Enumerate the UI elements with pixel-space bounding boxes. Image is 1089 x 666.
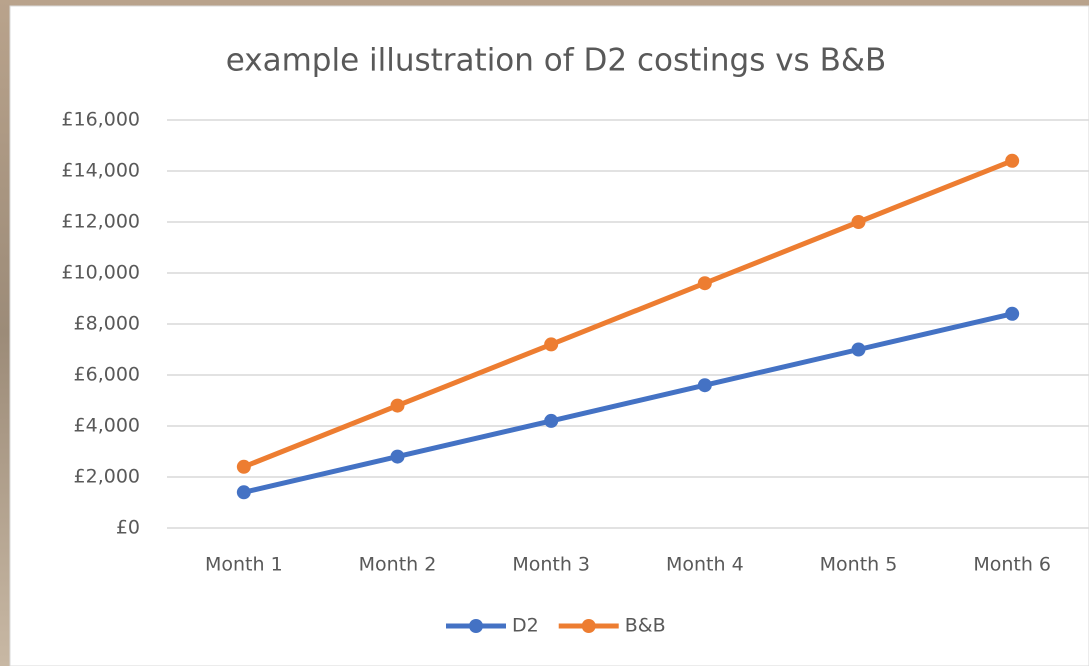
y-tick-label: £14,000 (61, 160, 140, 182)
y-tick-label: £4,000 (74, 415, 140, 437)
legend-marker (582, 619, 596, 633)
data-point (1005, 154, 1019, 168)
y-tick-label: £8,000 (74, 313, 140, 335)
page: example illustration of D2 costings vs B… (0, 0, 1089, 666)
legend-label: B&B (625, 615, 666, 637)
y-tick-label: £10,000 (61, 262, 140, 284)
legend-marker (469, 619, 483, 633)
x-tick-label: Month 2 (359, 554, 437, 576)
x-tick-label: Month 6 (973, 554, 1051, 576)
data-point (1005, 307, 1019, 321)
chart-title: example illustration of D2 costings vs B… (226, 43, 887, 79)
x-tick-label: Month 3 (512, 554, 590, 576)
data-point (698, 276, 712, 290)
data-point (852, 343, 866, 357)
y-tick-label: £6,000 (74, 364, 140, 386)
y-tick-label: £16,000 (61, 109, 140, 131)
y-tick-label: £12,000 (61, 211, 140, 233)
x-tick-label: Month 1 (205, 554, 283, 576)
data-point (237, 460, 251, 474)
data-point (391, 450, 405, 464)
x-tick-label: Month 5 (820, 554, 898, 576)
data-point (391, 399, 405, 413)
chart: example illustration of D2 costings vs B… (0, 0, 1089, 666)
legend-label: D2 (512, 615, 539, 637)
data-point (544, 337, 558, 351)
data-point (698, 378, 712, 392)
x-tick-label: Month 4 (666, 554, 744, 576)
data-point (852, 215, 866, 229)
y-tick-label: £2,000 (74, 466, 140, 488)
y-tick-label: £0 (116, 517, 140, 539)
data-point (237, 485, 251, 499)
data-point (544, 414, 558, 428)
